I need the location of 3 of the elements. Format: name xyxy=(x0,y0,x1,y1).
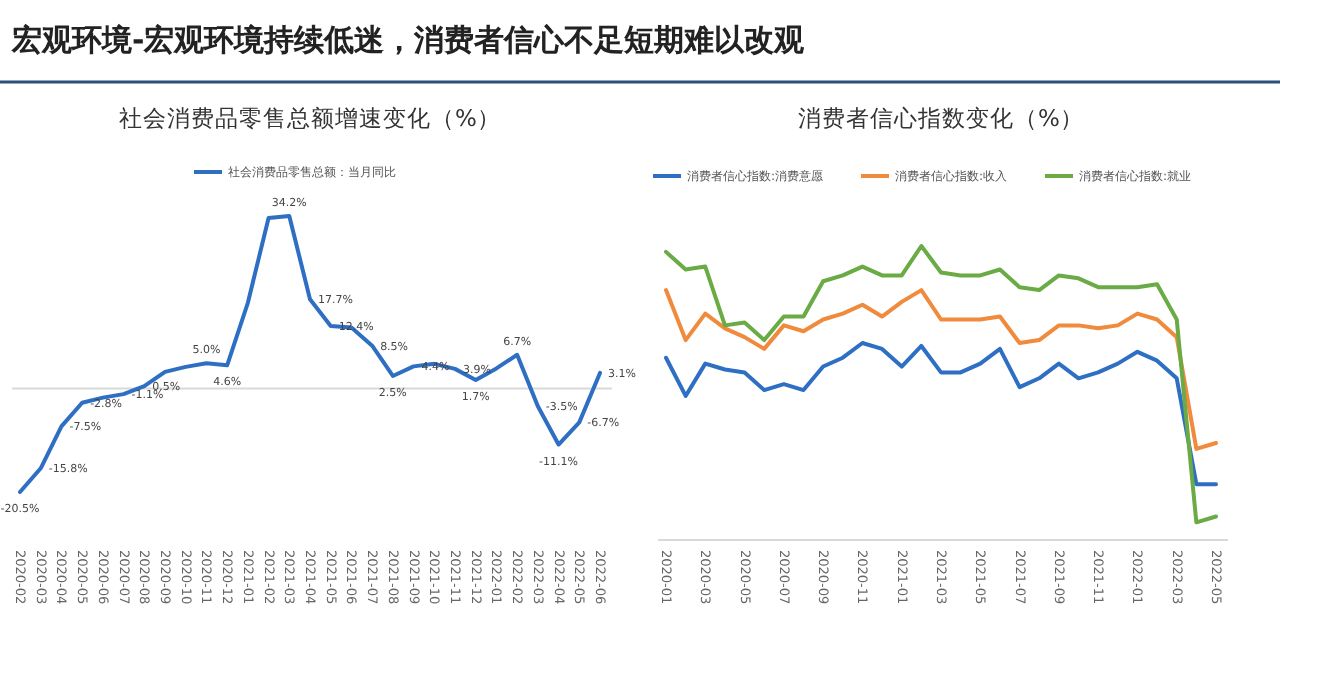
text: 宏观环境-宏观环境持续低迷，消费者信心不足短期难以改观 xyxy=(10,22,807,58)
chart-title: 消费者信心指数变化（%） xyxy=(798,104,1084,132)
chart-title: 社会消费品零售总额增速变化（%） xyxy=(119,104,501,132)
